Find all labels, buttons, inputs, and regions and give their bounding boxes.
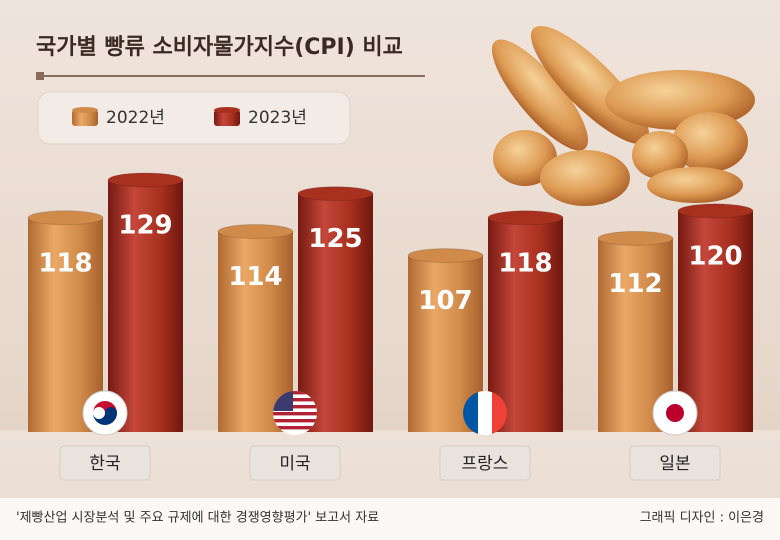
value-label: 107 [418, 286, 472, 316]
legend-swatch [214, 110, 240, 126]
bar-top [597, 230, 674, 246]
category-box [439, 445, 531, 481]
flag-france [463, 391, 507, 435]
bar [298, 193, 373, 432]
flag-japan [652, 390, 698, 436]
value-label: 120 [688, 241, 742, 271]
value-label: 125 [308, 224, 362, 254]
footer [0, 498, 780, 540]
bar-top [487, 210, 564, 226]
category-box [59, 445, 151, 481]
value-label: 114 [228, 262, 282, 292]
legend-label: 2022년 [106, 108, 165, 128]
chart-title: 국가별 빵류 소비자물가지수(CPI) 비교 [36, 35, 403, 60]
title-rule-cap [36, 72, 44, 80]
bar-top [217, 224, 294, 240]
legend-swatch [72, 110, 98, 126]
credit: 그래픽 디자인 : 이은경 [640, 511, 764, 526]
value-label: 118 [38, 248, 92, 278]
value-label: 112 [608, 269, 662, 299]
bar-top [27, 210, 104, 226]
legend-swatch-top [72, 107, 98, 113]
category-box [629, 445, 721, 481]
category-box [249, 445, 341, 481]
legend-label: 2023년 [248, 108, 307, 128]
bar-top [677, 203, 754, 219]
bar [678, 210, 753, 432]
flag-korea [82, 390, 128, 436]
source: '제빵산업 시장분석 및 주요 규제에 대한 경쟁영향평가' 보고서 자료 [16, 511, 379, 526]
x-tick-label: 일본 [659, 454, 690, 474]
flag-usa [273, 391, 317, 435]
bar [108, 180, 183, 432]
bar [488, 217, 563, 432]
bread-illustration [491, 25, 755, 206]
x-tick-label: 프랑스 [462, 454, 509, 474]
x-tick-label: 한국 [89, 454, 120, 474]
bar-top [297, 186, 374, 202]
value-label: 118 [498, 248, 552, 278]
legend [37, 91, 351, 145]
bar-top [407, 248, 484, 264]
value-label: 129 [118, 211, 172, 241]
legend-swatch-top [214, 107, 240, 113]
bar-top [107, 172, 184, 188]
x-tick-label: 미국 [279, 454, 310, 474]
